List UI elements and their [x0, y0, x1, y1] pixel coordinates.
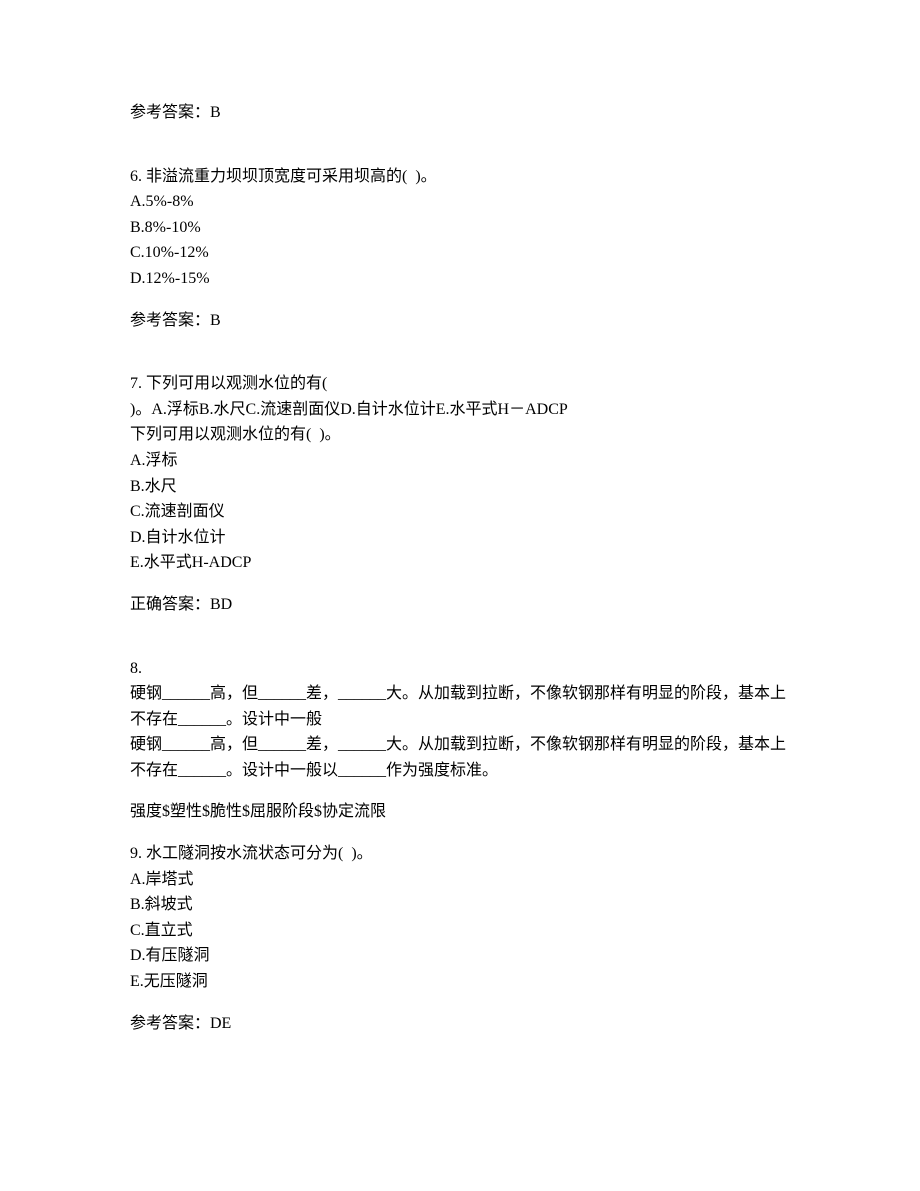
q6-option-b: B.8%-10% — [130, 215, 790, 241]
q9-option-b: B.斜坡式 — [130, 892, 790, 918]
q9-stem: 9. 水工隧洞按水流状态可分为( )。 — [130, 841, 790, 867]
q6-option-d: D.12%-15% — [130, 266, 790, 292]
q8-line1: 硬钢______高，但______差，______大。从加载到拉断，不像软钢那样… — [130, 681, 790, 732]
q6-option-c: C.10%-12% — [130, 240, 790, 266]
q9-answer: 参考答案：DE — [130, 1011, 790, 1037]
gap — [130, 126, 790, 164]
gap — [130, 333, 790, 371]
gap — [130, 618, 790, 656]
q7-answer: 正确答案：BD — [130, 592, 790, 618]
q7-option-d: D.自计水位计 — [130, 525, 790, 551]
q9-option-e: E.无压隧洞 — [130, 969, 790, 995]
q7-stem-line3: 下列可用以观测水位的有( )。 — [130, 422, 790, 448]
q9-option-d: D.有压隧洞 — [130, 943, 790, 969]
gap — [130, 783, 790, 799]
q7-option-b: B.水尺 — [130, 474, 790, 500]
q6-stem: 6. 非溢流重力坝坝顶宽度可采用坝高的( )。 — [130, 164, 790, 190]
gap — [130, 825, 790, 841]
q9-option-a: A.岸塔式 — [130, 867, 790, 893]
q7-option-a: A.浮标 — [130, 448, 790, 474]
q7-stem-line1: 7. 下列可用以观测水位的有( — [130, 371, 790, 397]
q8-number: 8. — [130, 656, 790, 682]
gap — [130, 292, 790, 308]
q5-answer: 参考答案：B — [130, 100, 790, 126]
q7-stem-line2: )。A.浮标B.水尺C.流速剖面仪D.自计水位计E.水平式H－ADCP — [130, 397, 790, 423]
gap — [130, 995, 790, 1011]
q8-answer: 强度$塑性$脆性$屈服阶段$协定流限 — [130, 799, 790, 825]
q9-option-c: C.直立式 — [130, 918, 790, 944]
gap — [130, 576, 790, 592]
q7-option-c: C.流速剖面仪 — [130, 499, 790, 525]
q6-option-a: A.5%-8% — [130, 189, 790, 215]
q7-option-e: E.水平式H-ADCP — [130, 550, 790, 576]
q6-answer: 参考答案：B — [130, 308, 790, 334]
q8-line2: 硬钢______高，但______差，______大。从加载到拉断，不像软钢那样… — [130, 732, 790, 783]
